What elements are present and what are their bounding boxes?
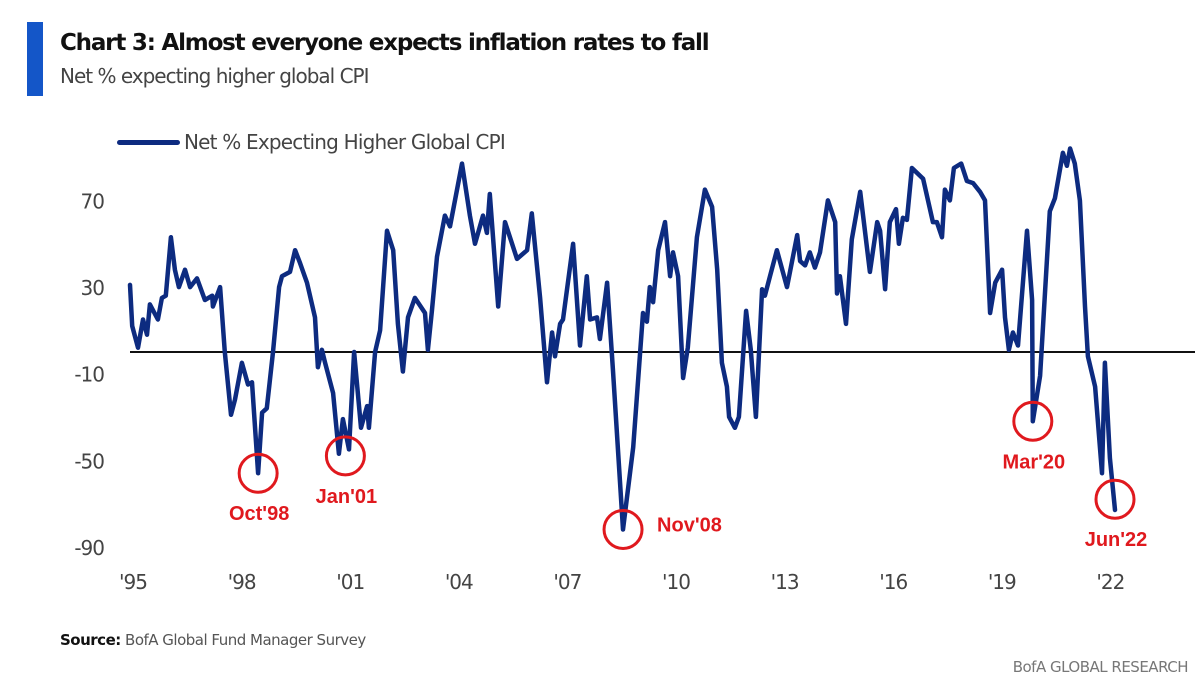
y-tick-label: 30 [81,276,105,300]
annotation-label: Jan'01 [316,486,377,508]
annotation-circle [1012,400,1054,442]
y-axis: 70 30 -10 -50 -90 [74,189,105,560]
x-tick-label: '22 [1096,570,1124,594]
annotation-label: Nov'08 [657,515,722,537]
annotations: Oct'98 Jan'01 Nov'08 Mar'20 Jun'22 [229,400,1148,551]
series-line [127,146,1118,532]
legend: Net % Expecting Higher Global CPI [117,130,506,154]
y-tick-label: -90 [74,536,104,560]
legend-label: Net % Expecting Higher Global CPI [184,130,506,154]
annotation-label: Oct'98 [229,503,289,525]
legend-swatch [117,139,180,145]
x-tick-label: '07 [553,570,581,594]
source-label: Source: [60,631,121,649]
x-tick-label: '13 [771,570,799,594]
source-text: BofA Global Fund Manager Survey [125,631,366,649]
y-tick-label: -50 [74,449,104,473]
y-tick-label: 70 [81,189,105,213]
annotation-label: Jun'22 [1085,529,1148,551]
brand-watermark: BofA GLOBAL RESEARCH [1012,658,1189,676]
x-axis: '95 '98 '01 '04 '07 '10 '13 '16 '19 '22 [119,570,1125,594]
x-tick-label: '16 [879,570,907,594]
x-tick-label: '04 [445,570,473,594]
source-note: Source: BofA Global Fund Manager Survey [60,631,366,649]
chart-subtitle: Net % expecting higher global CPI [60,64,370,88]
annotation-circle [324,435,366,477]
y-tick-label: -10 [74,363,104,387]
x-tick-label: '01 [336,570,364,594]
x-tick-label: '10 [662,570,690,594]
x-tick-label: '95 [119,570,147,594]
annotation-circle [237,452,279,494]
annotation-circle [602,509,644,551]
chart-title: Chart 3: Almost everyone expects inflati… [60,30,710,56]
x-tick-label: '98 [228,570,256,594]
annotation-label: Mar'20 [1003,451,1066,473]
x-tick-label: '19 [988,570,1016,594]
annotation-circle [1094,478,1136,520]
title-accent-bar [27,22,43,96]
